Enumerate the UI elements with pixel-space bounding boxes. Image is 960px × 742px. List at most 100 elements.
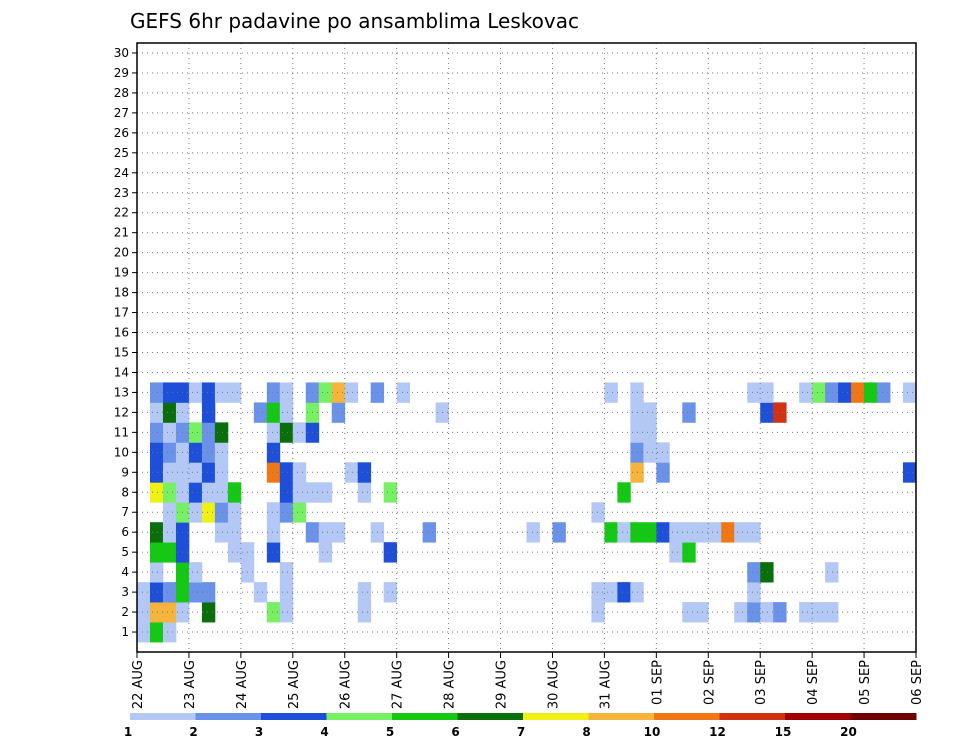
heat-cell: [318, 382, 333, 403]
heat-cell: [279, 382, 294, 403]
heat-cell: [279, 582, 294, 603]
colorbar-swatch: [195, 713, 262, 720]
heat-cell: [552, 522, 566, 543]
heat-cell: [643, 522, 657, 543]
heat-cell: [188, 442, 203, 463]
heat-cell: [201, 582, 216, 603]
y-tick-label: 17: [114, 306, 129, 320]
heat-cell: [422, 522, 437, 543]
colorbar-swatch: [850, 713, 917, 720]
heat-cell: [201, 382, 216, 403]
heat-cell: [227, 502, 242, 523]
heat-cell: [669, 542, 683, 563]
heat-cell: [747, 562, 761, 583]
colorbar-label: 3: [255, 725, 263, 739]
heat-cell: [266, 602, 281, 623]
heat-cell: [877, 382, 891, 403]
heat-cell: [591, 502, 605, 523]
y-tick-label: 24: [114, 166, 129, 180]
heat-cell: [643, 422, 657, 443]
colorbar-label: 20: [840, 725, 857, 739]
heat-cell: [838, 382, 852, 403]
heat-cell: [279, 462, 294, 483]
heat-cell: [656, 462, 670, 483]
heat-cell: [656, 522, 670, 543]
heat-cell: [747, 522, 761, 543]
heat-cell: [149, 522, 164, 543]
y-tick-label: 9: [121, 465, 129, 479]
heat-cell: [903, 382, 917, 403]
x-tick-label: 27 AUG: [391, 660, 406, 709]
heat-cell: [162, 502, 177, 523]
cells-layer: [137, 382, 917, 643]
heat-cell: [149, 422, 164, 443]
y-tick-label: 22: [114, 206, 129, 220]
heat-cell: [357, 482, 372, 503]
heat-cell: [149, 562, 164, 583]
heat-cell: [266, 442, 281, 463]
colorbar-label: 2: [189, 725, 197, 739]
heat-cell: [708, 522, 722, 543]
colorbar-label: 1: [124, 725, 132, 739]
y-tick-label: 26: [114, 126, 129, 140]
heat-cell: [279, 422, 294, 443]
heat-cell: [591, 602, 605, 623]
heat-cell: [227, 522, 242, 543]
heat-cell: [734, 522, 748, 543]
y-tick-label: 3: [121, 585, 129, 599]
x-tick-label: 23 AUG: [183, 660, 198, 709]
colorbar-swatch: [130, 713, 196, 720]
heat-cell: [253, 402, 268, 423]
heat-cell: [201, 442, 216, 463]
heat-cell: [318, 542, 333, 563]
heat-cell: [643, 442, 657, 463]
heat-cell: [214, 462, 229, 483]
y-tick-label: 27: [114, 106, 129, 120]
x-tick-label: 24 AUG: [235, 660, 250, 709]
heat-cell: [188, 422, 203, 443]
heat-cell: [162, 602, 177, 623]
heat-cell: [812, 382, 826, 403]
heat-cell: [149, 582, 164, 603]
heat-cell: [292, 482, 307, 503]
y-tick-label: 11: [114, 425, 129, 439]
heat-cell: [773, 602, 787, 623]
y-tick-label: 20: [114, 246, 129, 260]
heat-cell: [331, 402, 346, 423]
colorbar-label: 8: [582, 725, 590, 739]
x-tick-label: 01 SEP: [650, 660, 665, 705]
y-axis: 1234567891011121314151617181920212223242…: [114, 46, 137, 639]
y-tick-label: 12: [114, 405, 129, 419]
heat-cell: [214, 522, 229, 543]
x-tick-label: 03 SEP: [754, 660, 769, 705]
heat-cell: [760, 562, 774, 583]
y-tick-label: 1: [121, 625, 129, 639]
heat-cell: [682, 522, 696, 543]
heat-cell: [279, 602, 294, 623]
heat-cell: [656, 442, 670, 463]
heat-cell: [357, 602, 372, 623]
heat-cell: [162, 542, 177, 563]
heat-cell: [201, 482, 216, 503]
y-tick-label: 14: [114, 365, 129, 379]
y-tick-label: 13: [114, 385, 129, 399]
heat-cell: [344, 382, 359, 403]
x-tick-label: 25 AUG: [287, 660, 302, 709]
heat-cell: [383, 482, 398, 503]
chart-title: GEFS 6hr padavine po ansamblima Leskovac: [130, 9, 579, 33]
heat-cell: [357, 462, 372, 483]
heat-cell: [292, 422, 307, 443]
heat-cell: [162, 422, 177, 443]
heat-cell: [279, 562, 294, 583]
colorbar-swatch: [785, 713, 851, 720]
heat-cell: [149, 542, 164, 563]
heat-cell: [318, 522, 333, 543]
heat-cell: [604, 382, 618, 403]
y-tick-label: 21: [114, 226, 129, 240]
plot-frame: [136, 42, 917, 653]
colorbar-label: 5: [386, 725, 394, 739]
heat-cell: [331, 522, 346, 543]
heat-cell: [201, 402, 216, 423]
heat-cell: [266, 382, 281, 403]
heat-cell: [149, 602, 164, 623]
